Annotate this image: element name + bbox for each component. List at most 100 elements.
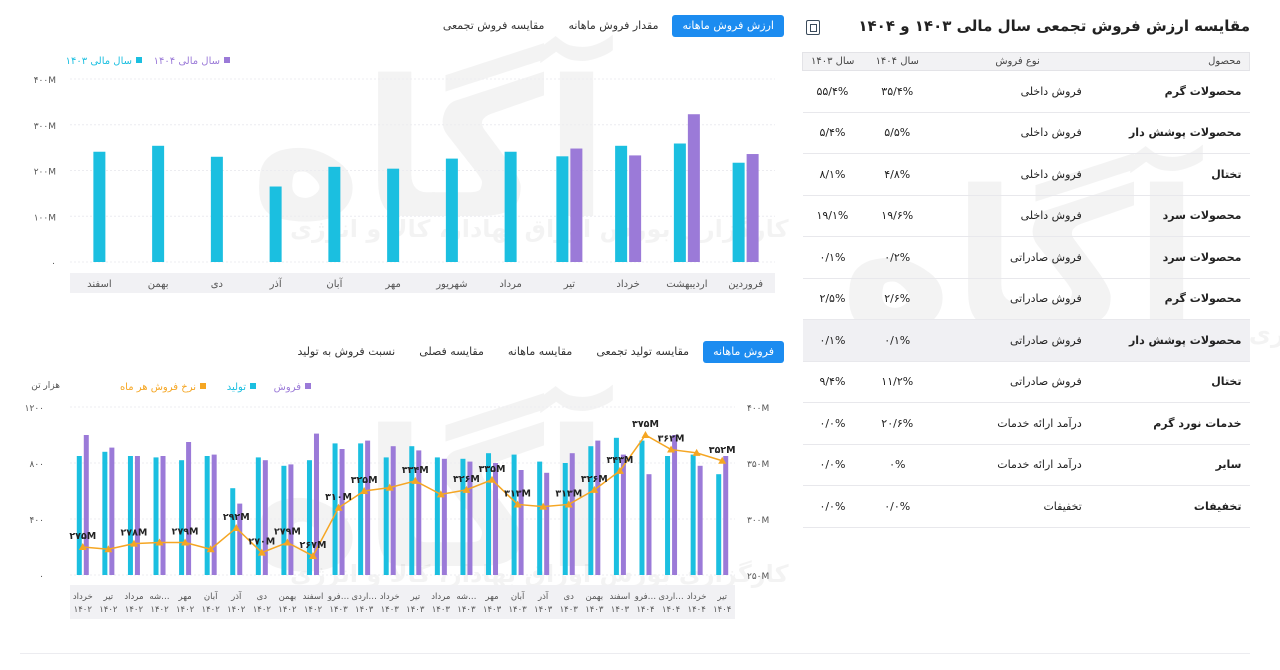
x-tick-label-month: تیر — [103, 592, 114, 602]
table-row[interactable]: محصولات گرم فروش صادراتی ۲/۶% ۲/۵% — [802, 278, 1250, 320]
bar-1403 — [152, 145, 165, 262]
bottom-tab-2[interactable]: مقایسه ماهانه — [507, 345, 573, 358]
bar-1403 — [732, 162, 745, 262]
x-tick-label-year: ۱۴۰۳ — [406, 605, 425, 615]
bar-production — [204, 456, 210, 575]
x-tick-label-year: ۱۴۰۳ — [483, 605, 502, 615]
x-tick-label-month: شه… — [149, 592, 169, 602]
rate-data-label: ۳۷۵M — [632, 419, 659, 430]
x-tick-label-month: مهر — [178, 592, 192, 602]
bar-1404 — [746, 154, 759, 262]
bar-1403 — [556, 156, 569, 262]
table-row[interactable]: محصولات پوشش دار فروش داخلی ۵/۵% ۵/۴% — [802, 112, 1250, 154]
rate-point — [360, 487, 369, 494]
table-row[interactable]: تخفیفات تخفیفات ۰/۰% ۰/۰% — [802, 485, 1250, 528]
sale-type-cell: تخفیفات — [932, 485, 1082, 528]
bar-1403 — [504, 151, 517, 262]
column-header-1404[interactable]: سال ۱۴۰۴ — [862, 52, 933, 71]
x-tick-label-month: آبان — [511, 590, 525, 602]
bar-1404 — [570, 148, 583, 262]
product-cell: محصولات گرم — [1081, 278, 1250, 320]
x-tick-label: فروردین — [728, 279, 763, 290]
table-row[interactable]: تختال فروش صادراتی ۱۱/۲% ۹/۴% — [802, 361, 1250, 403]
value-1404-cell: ۳۵/۴% — [862, 70, 933, 113]
value-1404-cell: ۲/۶% — [862, 278, 933, 320]
sale-type-cell: فروش داخلی — [932, 70, 1082, 113]
table-row[interactable]: محصولات گرم فروش داخلی ۳۵/۴% ۵۵/۴% — [802, 70, 1250, 113]
bottom-tab-4[interactable]: نسبت فروش به تولید — [297, 345, 396, 358]
x-tick-label-month: مهر — [484, 592, 498, 602]
product-cell: محصولات سرد — [1081, 195, 1250, 237]
x-tick-label-month: بهمن — [279, 592, 297, 602]
x-tick-label-year: ۱۴۰۲ — [176, 605, 195, 615]
sale-type-cell: فروش داخلی — [932, 195, 1082, 237]
bar-sales — [313, 433, 319, 575]
product-cell: تخفیفات — [1081, 485, 1250, 528]
table-row[interactable]: محصولات پوشش دار فروش صادراتی ۰/۱% ۰/۱% — [802, 319, 1250, 362]
bar-sales — [646, 474, 652, 575]
rate-data-label: ۳۶۲M — [658, 434, 685, 445]
chart-legend: سال مالی ۱۴۰۴ سال مالی ۱۴۰۳ — [66, 56, 230, 67]
x-tick-label-month: دی — [564, 592, 575, 602]
x-tick-label-year: ۱۴۰۲ — [125, 605, 144, 615]
rate-line — [82, 434, 723, 557]
bar-production — [153, 457, 159, 575]
y-tick-label: ۴۰۰M — [34, 76, 56, 86]
x-tick-label-month: فرو… — [327, 592, 349, 602]
monthly-sales-production-svg: هزار تن فروش تولید نرخ فروش هر ماه ۱۲۰۰ ۸۰۰ ۴۰… — [25, 381, 769, 619]
bottom-tab-1[interactable]: مقایسه تولید تجمعی — [596, 345, 690, 358]
table-row[interactable]: خدمات نورد گرم درآمد ارائه خدمات ۲۰/۶% ۰/۰% — [802, 402, 1250, 445]
x-tick-label-year: ۱۴۰۲ — [99, 605, 118, 615]
bottom-tab-0[interactable]: فروش ماهانه — [703, 341, 784, 363]
x-tick-label-year: ۱۴۰۲ — [202, 605, 221, 615]
table-row[interactable]: تختال فروش داخلی ۴/۸% ۸/۱% — [802, 153, 1250, 196]
top-tab-2[interactable]: مقایسه فروش تجمعی — [442, 19, 545, 32]
category-axis-band — [70, 585, 735, 619]
rate-data-label: ۳۲۵M — [351, 475, 378, 486]
sales-comparison-panel: مقایسه ارزش فروش تجمعی سال مالی ۱۴۰۳ و ۱… — [800, 0, 1250, 560]
left-y-tick-label: ۱۲۰۰ — [25, 404, 44, 414]
bar-production — [127, 456, 133, 575]
x-tick-label-month: اسفند — [609, 592, 630, 602]
bar-production — [358, 443, 364, 575]
x-tick-label-month: تیر — [716, 592, 727, 602]
column-header-sale-type[interactable]: نوع فروش — [932, 52, 1082, 71]
bottom-tab-3[interactable]: مقایسه فصلی — [419, 345, 484, 358]
bar-production — [486, 453, 492, 575]
bar-sales — [493, 463, 499, 575]
monthly-sales-value-chart: سال مالی ۱۴۰۴ سال مالی ۱۴۰۳ ۴۰۰M ۳۰۰M ۲۰۰M ۱۰… — [20, 42, 790, 302]
excel-export-icon[interactable] — [806, 20, 820, 35]
rate-data-label: ۲۶۷M — [300, 540, 327, 551]
bar-1403 — [615, 145, 628, 262]
top-tab-0[interactable]: ارزش فروش ماهانه — [672, 15, 784, 37]
table-row[interactable]: سایر درآمد ارائه خدمات ۰% ۰/۰% — [802, 444, 1250, 486]
sale-type-cell: فروش داخلی — [932, 112, 1082, 154]
panel-title: مقایسه ارزش فروش تجمعی سال مالی ۱۴۰۳ و ۱… — [858, 17, 1250, 35]
column-header-product[interactable]: محصول — [1081, 52, 1250, 71]
rate-data-label: ۲۷۹M — [172, 527, 199, 538]
x-tick-label: خرداد — [616, 279, 639, 290]
rate-data-label: ۲۷۵M — [69, 531, 96, 542]
x-tick-label-year: ۱۴۰۳ — [585, 605, 604, 615]
bar-sales — [160, 456, 166, 575]
x-tick-label-year: ۱۴۰۲ — [253, 605, 272, 615]
rate-point — [718, 456, 727, 464]
x-tick-label-year: ۱۴۰۳ — [611, 605, 630, 615]
rate-point — [308, 551, 317, 559]
bar-sales — [518, 470, 524, 575]
bar-production — [306, 460, 312, 575]
bar-production — [179, 460, 185, 575]
legend-label-sales: فروش — [274, 382, 302, 393]
top-chart-tabs: ارزش فروش ماهانه مقدار فروش ماهانه مقایسه … — [429, 15, 784, 37]
top-tab-1[interactable]: مقدار فروش ماهانه — [568, 19, 659, 32]
table-row[interactable]: محصولات سرد فروش صادراتی ۰/۲% ۰/۱% — [802, 236, 1250, 279]
column-header-1403[interactable]: سال ۱۴۰۳ — [802, 52, 863, 71]
value-1403-cell: ۰/۰% — [802, 444, 863, 486]
bottom-chart-tabs: فروش ماهانه مقایسه تولید تجمعی مقایسه ماها… — [283, 341, 784, 363]
legend-swatch-sales — [305, 383, 311, 389]
rate-data-label: ۳۳۴M — [402, 465, 429, 476]
table-row[interactable]: محصولات سرد فروش داخلی ۱۹/۶% ۱۹/۱% — [802, 195, 1250, 237]
bar-production — [665, 456, 671, 575]
rate-point — [129, 539, 138, 547]
x-tick-label-month: بهمن — [585, 592, 603, 602]
